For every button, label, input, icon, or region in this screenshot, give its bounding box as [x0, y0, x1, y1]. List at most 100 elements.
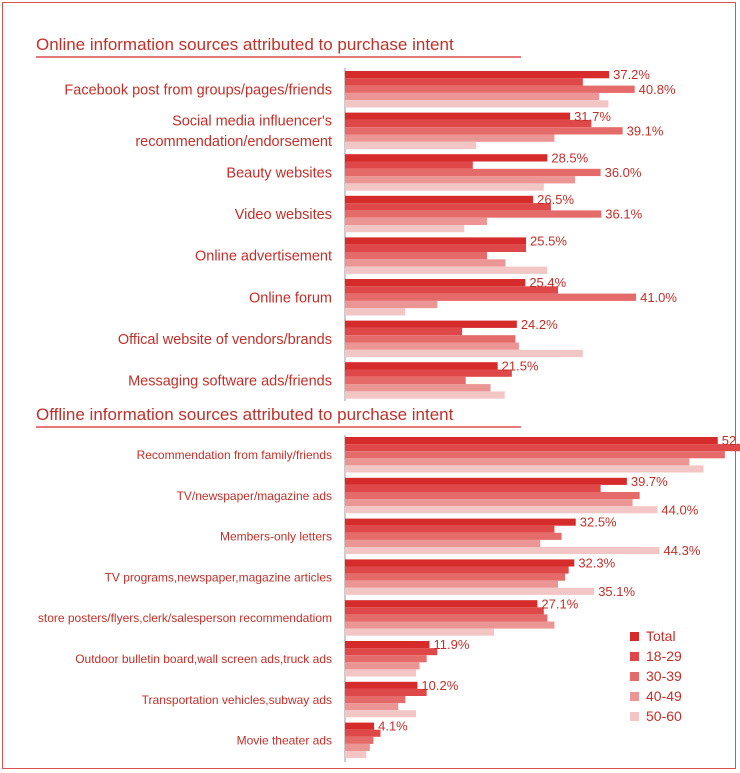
legend-swatch-30-39	[630, 672, 639, 681]
online-category-label-social-media-influencer-s-recommendation-endorsement-line-2: recommendation/endorsement	[135, 134, 332, 150]
offline-bar-tv-programs-newspaper-magazine-articles-40-49	[345, 580, 558, 588]
offline-bar-recommendation-from-family-friends-40-49	[345, 458, 690, 466]
offline-bar-tv-newspaper-magazine-ads-30-39	[345, 492, 640, 500]
online-category-label-facebook-post-from-groups-pages-friends: Facebook post from groups/pages/friends	[64, 82, 332, 98]
online-bar-offical-website-of-vendors-brands-50-60	[345, 349, 583, 358]
offline-category-label-movie-theater-ads: Movie theater ads	[237, 734, 332, 748]
offline-bar-tv-newspaper-magazine-ads-40-49	[345, 499, 633, 507]
offline-bar-recommendation-from-family-friends-18-29	[345, 444, 740, 452]
online-value-label-social-media-influencer-s-recommendation-endorsement-30-39: 39.1%	[627, 123, 664, 138]
offline-bar-outdoor-bulletin-board-wall-screen-ads-truck-ads-18-29	[345, 648, 438, 656]
online-value-label-facebook-post-from-groups-pages-friends-30-39: 40.8%	[639, 82, 676, 97]
online-bar-offical-website-of-vendors-brands-40-49	[345, 342, 519, 350]
offline-bar-transportation-vehicles-subway-ads-30-39	[345, 696, 406, 704]
online-bar-social-media-influencer-s-recommendation-endorsement-total	[345, 112, 571, 120]
offline-bar-members-only-letters-40-49	[345, 539, 541, 547]
online-category-label-offical-website-of-vendors-brands: Offical website of vendors/brands	[118, 332, 332, 348]
online-bar-video-websites-18-29	[345, 203, 551, 211]
offline-value-label-tv-programs-newspaper-magazine-articles-total: 32.3%	[578, 555, 615, 570]
online-value-label-facebook-post-from-groups-pages-friends-total: 37.2%	[613, 67, 650, 82]
offline-category-label-tv-newspaper-magazine-ads: TV/newspaper/magazine ads	[177, 489, 332, 503]
offline-bar-recommendation-from-family-friends-total	[345, 437, 718, 445]
online-bar-online-advertisement-18-29	[345, 244, 527, 252]
offline-bar-members-only-letters-total	[345, 518, 576, 526]
online-bar-facebook-post-from-groups-pages-friends-total	[345, 71, 610, 79]
online-value-label-video-websites-total: 26.5%	[537, 192, 574, 207]
online-value-label-social-media-influencer-s-recommendation-endorsement-total: 31.7%	[574, 109, 611, 124]
online-bar-facebook-post-from-groups-pages-friends-40-49	[345, 92, 600, 101]
offline-bar-members-only-letters-50-60	[345, 547, 660, 555]
online-bar-beauty-websites-40-49	[345, 176, 576, 184]
offline-bar-members-only-letters-30-39	[345, 532, 562, 540]
offline-bar-tv-newspaper-magazine-ads-50-60	[345, 506, 658, 514]
online-bar-beauty-websites-18-29	[345, 161, 473, 169]
legend-label-50-60: 50-60	[646, 708, 682, 724]
online-bar-messaging-software-ads-friends-30-39	[345, 376, 466, 385]
offline-chart-title: Offline information sources attributed t…	[36, 405, 454, 424]
online-bar-beauty-websites-30-39	[345, 168, 601, 177]
online-value-label-video-websites-30-39: 36.1%	[605, 207, 642, 222]
legend: Total 18-29 30-39 40-49 50-60	[630, 628, 682, 724]
offline-bar-tv-programs-newspaper-magazine-articles-total	[345, 559, 575, 567]
offline-value-label-recommendation-from-family-friends-total: 52.5%	[722, 433, 740, 448]
offline-bar-store-posters-flyers-clerk-salesperson-recommendatiom-40-49	[345, 621, 555, 629]
online-bar-video-websites-40-49	[345, 217, 487, 225]
offline-bar-members-only-letters-18-29	[345, 525, 555, 533]
offline-value-label-store-posters-flyers-clerk-salesperson-recommendatiom-total: 27.1%	[541, 596, 578, 611]
offline-value-label-members-only-letters-total: 32.5%	[580, 515, 617, 530]
online-value-label-messaging-software-ads-friends-total: 21.5%	[502, 358, 539, 373]
offline-bar-store-posters-flyers-clerk-salesperson-recommendatiom-30-39	[345, 614, 548, 622]
offline-bar-outdoor-bulletin-board-wall-screen-ads-truck-ads-total	[345, 641, 430, 649]
offline-bar-movie-theater-ads-50-60	[345, 751, 367, 759]
legend-swatch-18-29	[630, 652, 639, 661]
offline-bar-tv-programs-newspaper-magazine-articles-50-60	[345, 587, 595, 595]
offline-value-label-members-only-letters-50-60: 44.3%	[664, 543, 701, 558]
online-bar-beauty-websites-50-60	[345, 183, 544, 191]
offline-bar-store-posters-flyers-clerk-salesperson-recommendatiom-18-29	[345, 607, 544, 615]
online-bar-social-media-influencer-s-recommendation-endorsement-40-49	[345, 134, 555, 142]
online-bar-online-forum-30-39	[345, 293, 637, 301]
online-bar-online-advertisement-total	[345, 237, 527, 245]
online-bar-beauty-websites-total	[345, 154, 548, 162]
offline-bar-outdoor-bulletin-board-wall-screen-ads-truck-ads-40-49	[345, 662, 420, 670]
labels-layer: Facebook post from groups/pages/friends S…	[38, 67, 740, 747]
online-bar-facebook-post-from-groups-pages-friends-50-60	[345, 100, 609, 108]
offline-bar-movie-theater-ads-30-39	[345, 736, 374, 744]
bars-layer	[345, 71, 740, 759]
online-value-label-online-forum-total: 25.4%	[529, 275, 566, 290]
legend-label-30-39: 30-39	[646, 668, 682, 684]
offline-category-label-store-posters-flyers-clerk-salesperson-recommendatiom: store posters/flyers,clerk/salesperson r…	[38, 611, 332, 625]
online-category-label-video-websites: Video websites	[235, 207, 332, 223]
legend-label-total: Total	[646, 628, 676, 644]
online-bar-offical-website-of-vendors-brands-total	[345, 320, 517, 328]
offline-category-label-tv-programs-newspaper-magazine-articles: TV programs,newspaper,magazine articles	[105, 570, 332, 584]
online-bar-social-media-influencer-s-recommendation-endorsement-18-29	[345, 119, 592, 128]
online-bar-social-media-influencer-s-recommendation-endorsement-30-39	[345, 127, 623, 135]
offline-bar-recommendation-from-family-friends-50-60	[345, 465, 704, 473]
legend-swatch-40-49	[630, 692, 639, 701]
offline-bar-movie-theater-ads-total	[345, 722, 375, 730]
offline-bar-tv-programs-newspaper-magazine-articles-30-39	[345, 573, 566, 581]
offline-category-label-outdoor-bulletin-board-wall-screen-ads-truck-ads: Outdoor bulletin board,wall screen ads,t…	[75, 652, 332, 666]
online-bar-online-forum-50-60	[345, 308, 406, 316]
offline-bar-store-posters-flyers-clerk-salesperson-recommendatiom-total	[345, 600, 538, 608]
legend-label-40-49: 40-49	[646, 688, 682, 704]
online-bar-online-forum-18-29	[345, 286, 558, 294]
offline-bar-tv-newspaper-magazine-ads-18-29	[345, 484, 601, 492]
online-bar-facebook-post-from-groups-pages-friends-30-39	[345, 85, 635, 93]
online-bar-facebook-post-from-groups-pages-friends-18-29	[345, 78, 583, 86]
online-bar-online-forum-total	[345, 279, 526, 287]
online-bar-social-media-influencer-s-recommendation-endorsement-50-60	[345, 141, 477, 150]
offline-bar-movie-theater-ads-40-49	[345, 743, 370, 751]
online-category-label-online-forum: Online forum	[249, 290, 332, 306]
offline-value-label-tv-newspaper-magazine-ads-50-60: 44.0%	[661, 502, 698, 517]
offline-value-label-transportation-vehicles-subway-ads-total: 10.2%	[421, 678, 458, 693]
offline-value-label-tv-programs-newspaper-magazine-articles-50-60: 35.1%	[598, 584, 635, 599]
offline-category-label-members-only-letters: Members-only letters	[220, 530, 332, 544]
offline-value-label-movie-theater-ads-total: 4.1%	[378, 719, 408, 734]
online-value-label-online-advertisement-total: 25.5%	[530, 234, 567, 249]
offline-category-label-recommendation-from-family-friends: Recommendation from family/friends	[137, 448, 332, 462]
offline-bar-transportation-vehicles-subway-ads-total	[345, 681, 418, 689]
online-chart-title: Online information sources attributed to…	[36, 35, 454, 54]
